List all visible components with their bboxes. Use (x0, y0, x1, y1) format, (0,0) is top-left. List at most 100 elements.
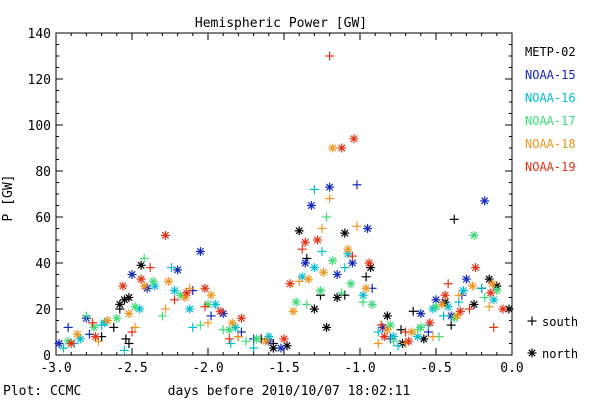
point-noaa-17-north (367, 299, 377, 309)
x-tick-label: -1.5 (268, 361, 299, 376)
y-tick-label: 140 (28, 27, 51, 42)
marker-stroke (325, 183, 334, 191)
marker-stroke (149, 277, 157, 286)
point-noaa-15-north (480, 196, 490, 206)
point-noaa-17-north (112, 313, 122, 323)
marker-stroke (347, 280, 355, 288)
point-metp-02-north (322, 322, 332, 332)
point-noaa-18-north (382, 325, 392, 335)
marker-stroke (488, 280, 496, 288)
marker-stroke (280, 335, 288, 343)
point-noaa-16-south (477, 283, 487, 293)
marker-stroke (333, 293, 341, 302)
point-noaa-17-south (195, 320, 205, 330)
marker-stroke (186, 305, 194, 313)
point-noaa-17-south (480, 293, 490, 302)
point-noaa-18-north (437, 299, 447, 309)
point-noaa-17-north (469, 230, 479, 240)
marker-stroke (277, 344, 285, 352)
point-noaa-18-north (227, 318, 237, 328)
point-noaa-17-north (328, 256, 338, 266)
x-tick-label: -1.0 (344, 361, 375, 376)
legend-entry: NOAA-18 (525, 137, 576, 151)
marker-stroke (113, 314, 121, 322)
y-tick-label: 100 (28, 119, 51, 134)
point-noaa-18-north (452, 311, 462, 321)
marker-stroke (135, 305, 144, 313)
point-noaa-17-north (148, 276, 158, 286)
marker-stroke (462, 275, 471, 283)
marker-stroke (170, 286, 179, 295)
point-noaa-18-south (185, 283, 195, 293)
point-noaa-18-north (288, 306, 298, 316)
marker-stroke (73, 330, 81, 338)
point-noaa-18-north (72, 329, 82, 339)
point-noaa-19-north (455, 306, 465, 316)
point-noaa-19-north (312, 235, 322, 245)
point-metp-02-north (484, 274, 494, 284)
point-noaa-15-north (195, 247, 205, 256)
point-noaa-19-south (325, 51, 335, 61)
point-metp-02-north (294, 226, 304, 236)
marker-stroke (348, 259, 357, 267)
point-noaa-18-south (130, 322, 140, 332)
marker-stroke (468, 282, 477, 290)
point-noaa-17-north (315, 286, 325, 296)
point-noaa-15-south (63, 322, 73, 332)
point-noaa-16-north (211, 299, 221, 309)
point-noaa-15-north (127, 270, 137, 279)
marker-stroke (173, 266, 182, 274)
point-noaa-17-south (322, 212, 332, 222)
point-noaa-19-north (118, 281, 128, 291)
point-noaa-19-north (66, 339, 76, 348)
point-noaa-15-north (363, 224, 373, 233)
point-noaa-19-south (145, 263, 155, 273)
point-noaa-19-north (182, 288, 192, 298)
point-noaa-19-north (471, 263, 481, 273)
point-noaa-16-south (188, 322, 198, 332)
point-noaa-19-north (425, 318, 435, 328)
marker-stroke (131, 303, 139, 311)
marker-stroke (426, 319, 434, 327)
point-noaa-16-south (340, 263, 350, 273)
point-noaa-16-south (393, 341, 403, 351)
point-noaa-19-north (136, 274, 146, 284)
marker-stroke (528, 349, 536, 357)
point-metp-02-north (268, 343, 278, 353)
marker-stroke (76, 335, 84, 343)
point-noaa-17-north (130, 302, 140, 312)
point-noaa-17-south (241, 336, 251, 346)
point-metp-02-south (121, 334, 131, 344)
point-noaa-18-south (294, 276, 304, 286)
marker-stroke (211, 300, 220, 309)
point-metp-02-south (446, 320, 456, 330)
marker-stroke (286, 280, 294, 288)
point-noaa-16-north (458, 286, 468, 296)
point-metp-02-south (396, 325, 406, 335)
marker-stroke (151, 282, 159, 290)
point-noaa-18-north (206, 290, 216, 300)
footer-credit: Plot: CCMC (3, 384, 81, 399)
point-noaa-18-north (163, 276, 173, 286)
point-metp-02-north (136, 260, 146, 270)
marker-stroke (329, 257, 337, 265)
marker-stroke (161, 231, 170, 240)
marker-stroke (237, 314, 246, 322)
marker-stroke (196, 247, 205, 256)
marker-stroke (386, 321, 395, 329)
point-noaa-16-south (309, 184, 319, 194)
point-noaa-19-north (215, 306, 225, 316)
marker-stroke (128, 270, 136, 279)
marker-stroke (322, 323, 331, 332)
point-noaa-15-north (325, 182, 335, 192)
point-noaa-19-south (170, 295, 180, 305)
point-noaa-19-north (440, 290, 450, 300)
point-noaa-15-south (352, 180, 362, 190)
point-noaa-17-south (388, 336, 398, 346)
point-noaa-16-south (373, 327, 383, 337)
point-noaa-17-north (416, 322, 426, 332)
point-metp-02-north (124, 293, 134, 302)
marker-stroke (67, 339, 75, 348)
point-noaa-18-north (487, 279, 497, 289)
